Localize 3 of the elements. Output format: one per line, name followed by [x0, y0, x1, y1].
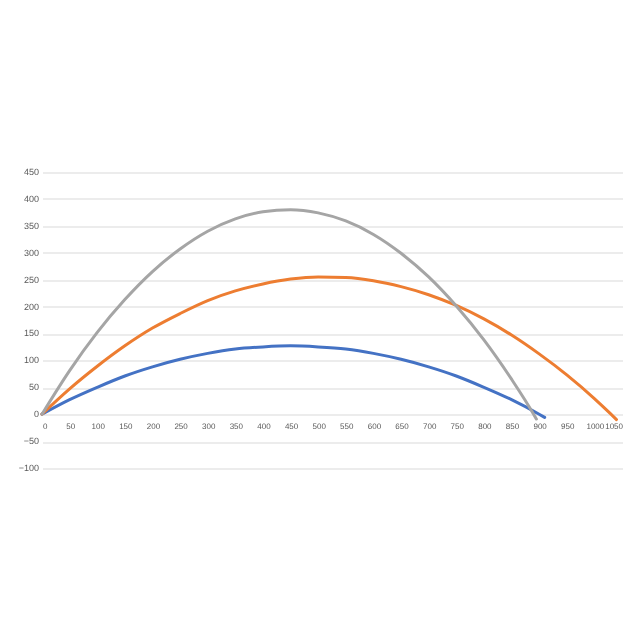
- line-series: [40, 208, 538, 421]
- line-series: [40, 344, 547, 419]
- line-series: [40, 275, 618, 422]
